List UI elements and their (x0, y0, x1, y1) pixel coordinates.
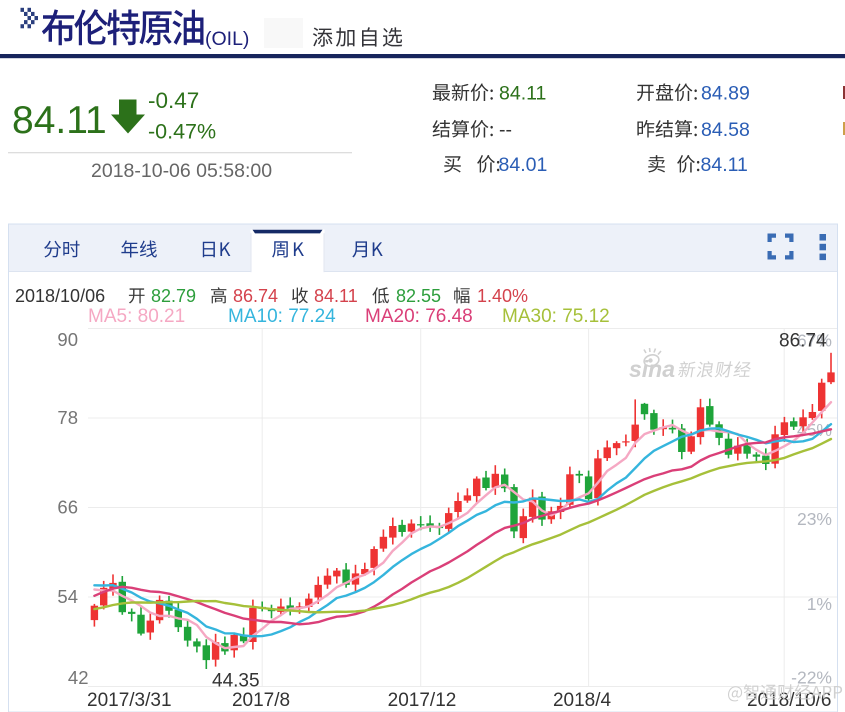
svg-text:(OIL): (OIL) (205, 28, 249, 50)
svg-text:23%: 23% (797, 509, 832, 529)
svg-text:2018/10/6: 2018/10/6 (747, 690, 832, 711)
svg-text:MA10: 77.24: MA10: 77.24 (228, 306, 336, 327)
svg-text:67%: 67% (797, 331, 832, 351)
svg-text:82.55: 82.55 (396, 286, 441, 306)
svg-text:2018/4: 2018/4 (553, 690, 612, 711)
svg-text:42: 42 (68, 667, 89, 688)
svg-text:-22%: -22% (791, 668, 832, 688)
svg-text:84.11: 84.11 (701, 154, 748, 176)
svg-text:84.89: 84.89 (701, 83, 750, 105)
svg-text:84.01: 84.01 (499, 154, 548, 176)
svg-text:78: 78 (57, 407, 78, 428)
svg-text:-0.47: -0.47 (148, 88, 199, 113)
svg-text:84.11: 84.11 (12, 99, 107, 142)
svg-text:2018-10-06 05:58:00: 2018-10-06 05:58:00 (91, 160, 272, 182)
svg-text:84.58: 84.58 (701, 119, 750, 141)
svg-text:--: -- (499, 119, 512, 141)
svg-text:66: 66 (57, 497, 78, 518)
svg-text:1.40%: 1.40% (477, 286, 528, 306)
svg-text:86.74: 86.74 (233, 286, 278, 306)
svg-text:-0.47%: -0.47% (148, 120, 216, 144)
svg-text:1%: 1% (807, 594, 832, 614)
svg-text:2017/8: 2017/8 (232, 690, 290, 711)
svg-text:2017/12: 2017/12 (388, 690, 457, 711)
svg-text:86.74: 86.74 (779, 331, 827, 352)
svg-text:54: 54 (57, 586, 78, 607)
svg-text:MA5: 80.21: MA5: 80.21 (88, 306, 185, 327)
svg-text:2017/3/31: 2017/3/31 (87, 690, 172, 711)
svg-text:2018/10/06: 2018/10/06 (15, 286, 105, 306)
svg-text:84.11: 84.11 (314, 286, 358, 306)
svg-text:84.11: 84.11 (499, 83, 546, 105)
svg-text:44.35: 44.35 (212, 671, 260, 692)
svg-text:MA20: 76.48: MA20: 76.48 (365, 306, 473, 327)
svg-text:MA30: 75.12: MA30: 75.12 (502, 306, 610, 327)
svg-text:90: 90 (57, 329, 78, 350)
svg-text:82.79: 82.79 (151, 286, 196, 306)
